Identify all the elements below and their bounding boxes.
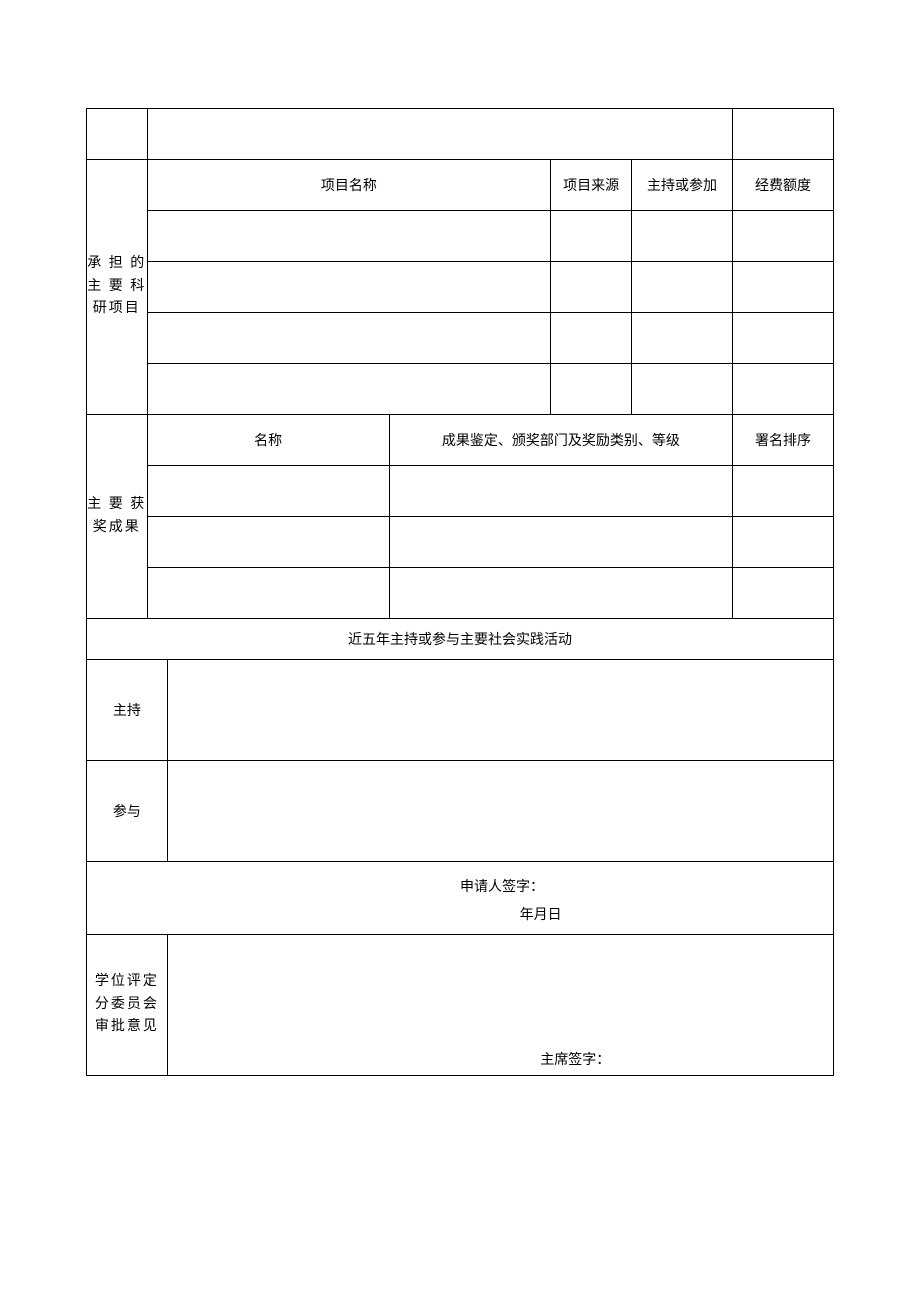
practice-host-content[interactable] bbox=[167, 660, 833, 761]
awards-header-rank: 署名排序 bbox=[732, 415, 833, 466]
projects-row3-source[interactable] bbox=[551, 364, 632, 415]
top-blank-label bbox=[87, 109, 148, 160]
projects-row1-funding[interactable] bbox=[732, 262, 833, 313]
projects-row0-role[interactable] bbox=[631, 211, 732, 262]
committee-side-label: 学位评定 分委员会 审批意见 bbox=[87, 935, 168, 1076]
applicant-signature-date: 年月日 bbox=[520, 904, 562, 924]
form-table: 承 担 的 主 要 科 研项目 项目名称 项目来源 主持或参加 经费额度 主 要… bbox=[86, 108, 834, 1076]
practice-participate-label: 参与 bbox=[87, 761, 168, 862]
projects-row2-role[interactable] bbox=[631, 313, 732, 364]
practice-participate-content[interactable] bbox=[167, 761, 833, 862]
awards-row0-appraisal[interactable] bbox=[389, 466, 732, 517]
practice-title: 近五年主持或参与主要社会实践活动 bbox=[87, 619, 834, 660]
committee-side-label-l1: 学位评定 bbox=[87, 971, 167, 993]
projects-side-label: 承 担 的 主 要 科 研项目 bbox=[87, 160, 148, 415]
projects-row3-name[interactable] bbox=[147, 364, 551, 415]
awards-row1-name[interactable] bbox=[147, 517, 389, 568]
applicant-signature-cell: 申请人签字： 年月日 bbox=[87, 862, 834, 935]
awards-row2-rank[interactable] bbox=[732, 568, 833, 619]
top-blank-main bbox=[147, 109, 732, 160]
projects-row0-name[interactable] bbox=[147, 211, 551, 262]
projects-row0-source[interactable] bbox=[551, 211, 632, 262]
awards-side-label-l1: 主 要 获 bbox=[87, 494, 147, 516]
practice-host-label: 主持 bbox=[87, 660, 168, 761]
projects-row2-source[interactable] bbox=[551, 313, 632, 364]
projects-row1-source[interactable] bbox=[551, 262, 632, 313]
committee-content-cell[interactable]: 主席签字： bbox=[167, 935, 833, 1076]
awards-row2-appraisal[interactable] bbox=[389, 568, 732, 619]
awards-row2-name[interactable] bbox=[147, 568, 389, 619]
committee-chair-label: 主席签字： bbox=[540, 1049, 610, 1069]
awards-side-label: 主 要 获 奖成果 bbox=[87, 415, 148, 619]
projects-side-label-l3: 研项目 bbox=[87, 298, 147, 320]
awards-row1-rank[interactable] bbox=[732, 517, 833, 568]
awards-side-label-l2: 奖成果 bbox=[87, 517, 147, 539]
projects-side-label-l2: 主 要 科 bbox=[87, 276, 147, 298]
committee-side-label-l3: 审批意见 bbox=[87, 1016, 167, 1038]
applicant-signature-label: 申请人签字： bbox=[460, 876, 544, 896]
projects-header-funding: 经费额度 bbox=[732, 160, 833, 211]
awards-header-name: 名称 bbox=[147, 415, 389, 466]
projects-row2-name[interactable] bbox=[147, 313, 551, 364]
projects-row1-role[interactable] bbox=[631, 262, 732, 313]
awards-header-appraisal: 成果鉴定、颁奖部门及奖励类别、等级 bbox=[389, 415, 732, 466]
projects-row0-funding[interactable] bbox=[732, 211, 833, 262]
committee-side-label-l2: 分委员会 bbox=[87, 994, 167, 1016]
projects-header-source: 项目来源 bbox=[551, 160, 632, 211]
projects-row3-funding[interactable] bbox=[732, 364, 833, 415]
projects-row2-funding[interactable] bbox=[732, 313, 833, 364]
projects-row3-role[interactable] bbox=[631, 364, 732, 415]
projects-row1-name[interactable] bbox=[147, 262, 551, 313]
top-blank-right bbox=[732, 109, 833, 160]
awards-row0-name[interactable] bbox=[147, 466, 389, 517]
projects-header-name: 项目名称 bbox=[147, 160, 551, 211]
projects-header-role: 主持或参加 bbox=[631, 160, 732, 211]
awards-row1-appraisal[interactable] bbox=[389, 517, 732, 568]
projects-side-label-l1: 承 担 的 bbox=[87, 253, 147, 275]
awards-row0-rank[interactable] bbox=[732, 466, 833, 517]
